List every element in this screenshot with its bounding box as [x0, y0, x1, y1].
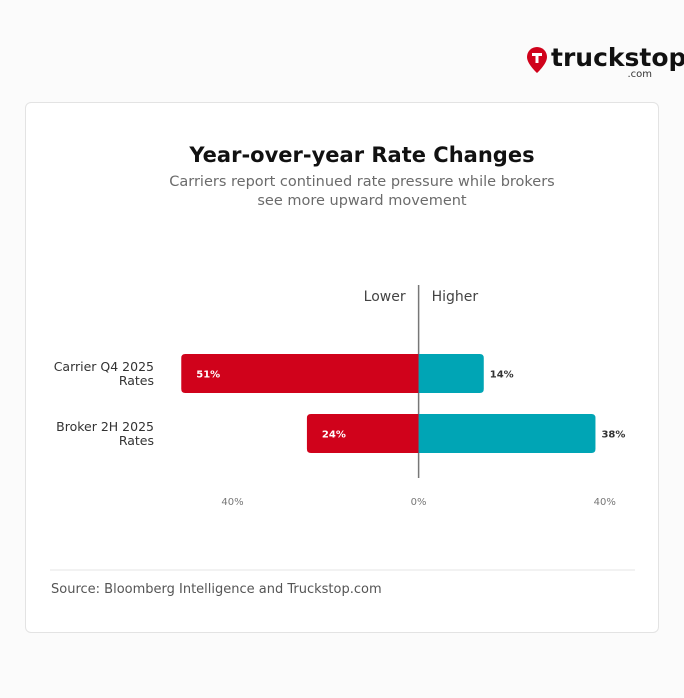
logo-text: truckstop [551, 43, 684, 72]
logo-mark [535, 55, 539, 63]
x-tick-label: 0% [411, 497, 427, 508]
chart-subtitle: Carriers report continued rate pressure … [169, 174, 555, 209]
logo: truckstop .com [527, 43, 684, 80]
legend-label: Higher [432, 289, 479, 305]
logo-suffix: .com [627, 69, 652, 80]
data-label: 14% [490, 370, 514, 381]
x-tick-label: 40% [221, 497, 243, 508]
data-label: 24% [322, 430, 346, 441]
logo-mark [532, 53, 542, 56]
category-label: Broker 2H 2025 Rates [56, 418, 154, 448]
data-label: 38% [601, 430, 625, 441]
source: Source: Bloomberg Intelligence and Truck… [51, 582, 382, 597]
x-tick-label: 40% [594, 497, 616, 508]
bar [418, 354, 484, 393]
data-label: 51% [196, 370, 220, 381]
category-label: Carrier Q4 2025 Rates [53, 358, 154, 388]
bar [418, 414, 596, 453]
legend-label: Lower [364, 289, 406, 305]
chart-title: Year-over-year Rate Changes [188, 143, 534, 167]
bar [306, 414, 419, 453]
bar [181, 354, 419, 393]
